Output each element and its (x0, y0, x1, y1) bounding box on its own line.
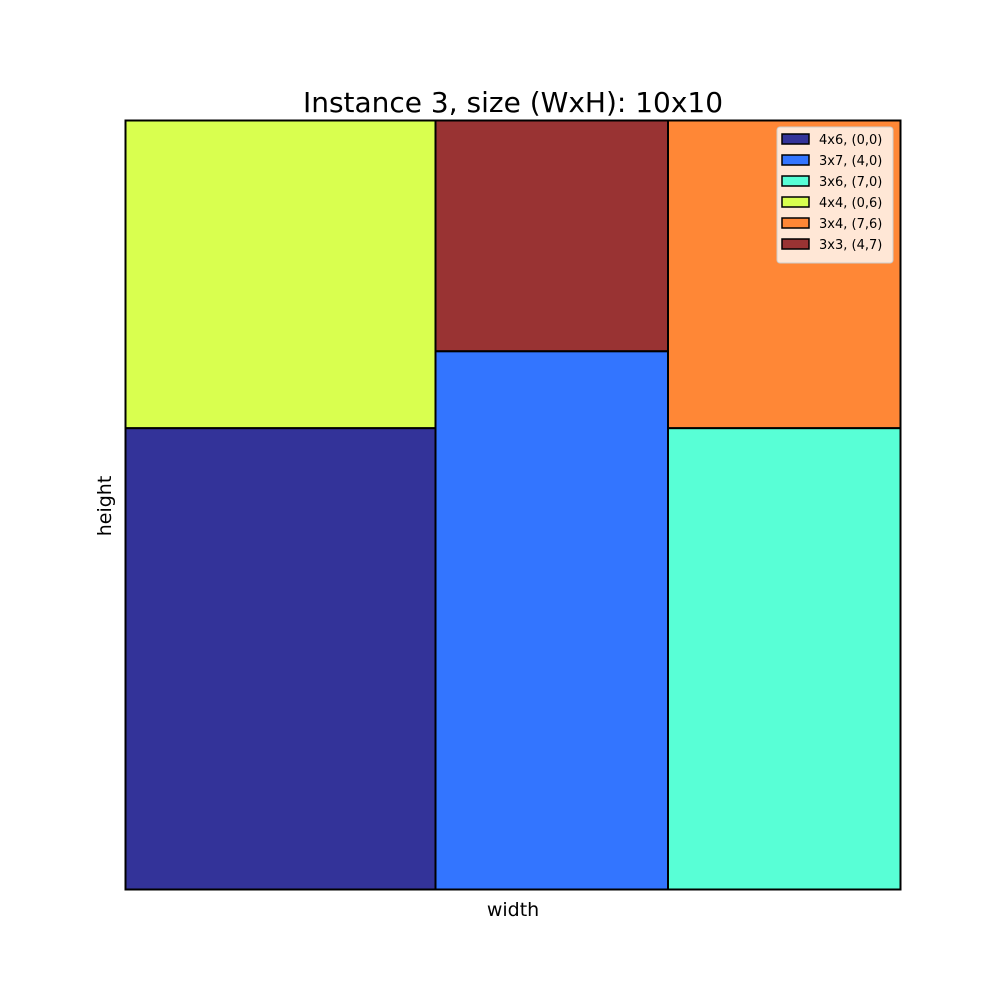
rect-3 (124, 119, 437, 430)
legend-swatch-4 (781, 217, 810, 229)
x-axis-label: width (487, 899, 539, 921)
legend-label-5: 3x3, (4,7) (819, 238, 882, 253)
rect-1 (434, 350, 669, 891)
chart-title: Instance 3, size (WxH): 10x10 (303, 86, 723, 119)
legend-label-3: 4x4, (0,6) (819, 196, 882, 211)
legend-label-2: 3x6, (7,0) (819, 175, 882, 190)
legend-swatch-2 (781, 175, 810, 187)
legend-label-4: 3x4, (7,6) (819, 217, 882, 232)
rect-5 (434, 119, 669, 353)
legend: 4x6, (0,0) 3x7, (4,0) 3x6, (7,0) 4x4, (0,6)… (776, 126, 894, 264)
rectangles-group (124, 119, 902, 891)
y-axis-label: height (94, 476, 116, 537)
legend-swatch-3 (781, 196, 810, 208)
rect-0 (124, 427, 437, 891)
legend-label-1: 3x7, (4,0) (819, 154, 882, 169)
legend-swatch-0 (781, 133, 810, 145)
legend-swatch-5 (781, 238, 810, 250)
plot-frame (124, 119, 902, 891)
legend-label-0: 4x6, (0,0) (819, 133, 882, 148)
rect-2 (667, 427, 902, 891)
legend-swatch-1 (781, 154, 810, 166)
